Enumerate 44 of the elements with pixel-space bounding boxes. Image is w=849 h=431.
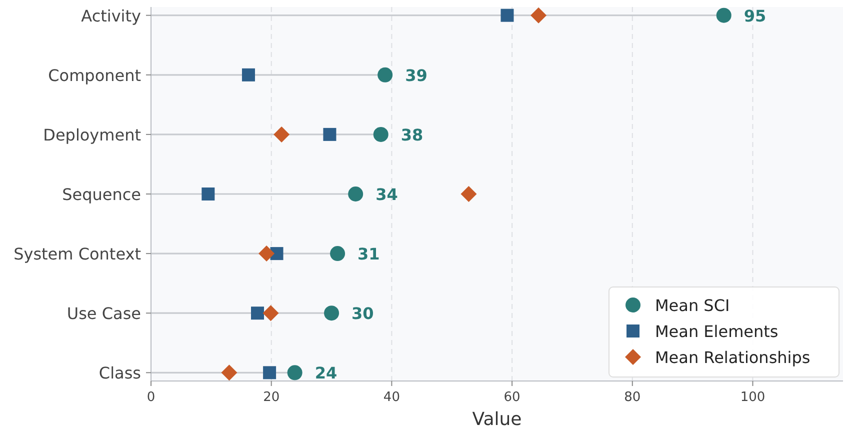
point [202, 188, 215, 200]
data-label: 38 [400, 125, 424, 144]
point [500, 8, 514, 22]
point [221, 364, 238, 381]
point [287, 365, 302, 380]
y-tick-label: Component [48, 66, 141, 85]
x-tick-label: 20 [263, 390, 280, 405]
x-tick-label: 80 [624, 390, 641, 405]
point [263, 366, 276, 380]
data-label: 34 [376, 185, 398, 204]
data-label: 31 [358, 244, 380, 264]
point [460, 186, 477, 202]
point [274, 126, 290, 142]
data-label: 39 [405, 66, 428, 85]
x-tick-label: 100 [740, 390, 766, 405]
point [373, 126, 388, 142]
point [348, 186, 364, 202]
y-tick-label: Class [98, 364, 141, 383]
y-tick-label: Sequence [62, 185, 141, 204]
x-tick-label: 40 [383, 390, 400, 405]
point [330, 246, 346, 262]
x-tick-label: 60 [504, 390, 520, 405]
data-label: 95 [744, 6, 766, 26]
x-tick-label: 0 [146, 390, 156, 405]
point [324, 306, 340, 321]
data-label: 30 [352, 304, 374, 324]
point [258, 246, 275, 262]
x-axis-title: Value [472, 409, 522, 430]
point [323, 128, 336, 141]
point [378, 67, 393, 82]
y-tick-label: Activity [81, 6, 141, 26]
legend-label: Mean SCI [655, 296, 730, 315]
point [530, 7, 547, 24]
y-tick-label: Deployment [43, 125, 141, 144]
point [242, 68, 255, 82]
legend-label: Mean Elements [655, 322, 778, 341]
y-tick-label: Use Case [66, 304, 141, 324]
point [262, 305, 279, 322]
legend-label: Mean Relationships [655, 348, 810, 367]
point [270, 247, 284, 260]
y-tick-label: System Context [14, 244, 141, 264]
point [716, 8, 732, 23]
point [251, 306, 264, 320]
data-label: 24 [314, 364, 338, 383]
